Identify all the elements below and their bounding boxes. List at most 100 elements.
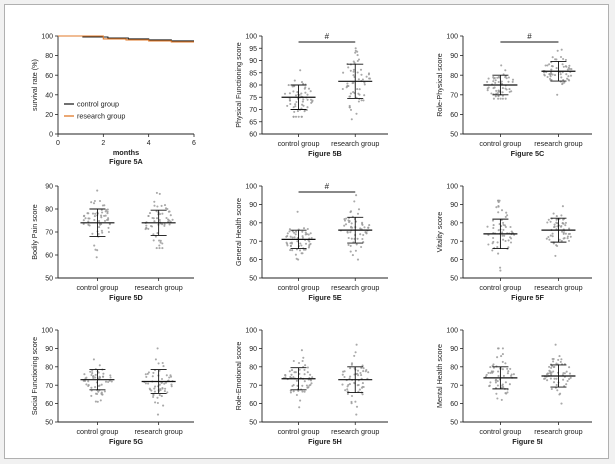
chart-5g-point	[103, 390, 106, 393]
chart-5a-x-tick-label: 6	[192, 140, 196, 147]
chart-5d-point	[100, 229, 103, 232]
chart-5h-point	[306, 371, 309, 374]
chart-5i-point	[548, 365, 551, 368]
chart-5h-point	[301, 384, 304, 387]
chart-5i-point	[512, 373, 515, 376]
chart-5d-point	[151, 216, 154, 220]
chart-5i-point	[502, 386, 505, 389]
chart-5g-ylabel: Social Functioning score	[30, 337, 39, 415]
chart-5h-point	[297, 389, 300, 392]
chart-5g-point	[102, 375, 105, 378]
chart-5i-point	[563, 372, 566, 375]
chart-5f-point	[567, 239, 571, 242]
chart-5b-point	[357, 100, 360, 103]
chart-5h-point	[341, 383, 344, 386]
chart-5e-point	[286, 232, 289, 235]
chart-5i-point	[506, 391, 509, 394]
chart-5i-point	[495, 392, 498, 395]
chart-5b-point	[349, 108, 353, 111]
chart-5i-point	[558, 355, 561, 358]
chart-5e-point	[365, 232, 368, 235]
chart-5f-point	[507, 239, 510, 242]
chart-5c-point	[492, 97, 495, 100]
chart-5g-y-tick-label: 70	[45, 383, 53, 390]
chart-5i-point	[489, 366, 492, 369]
chart-5i-x-tick-label: control group	[479, 427, 521, 436]
chart-5d-point	[93, 199, 96, 203]
chart-5e-point	[290, 242, 293, 245]
chart-5c-point	[501, 87, 504, 90]
chart-5h-y-tick-label: 100	[245, 328, 257, 335]
chart-5d-point	[161, 247, 164, 250]
chart-5a-x-tick-label: 4	[147, 140, 151, 147]
chart-5d-point	[159, 241, 162, 244]
chart-5g-point	[91, 369, 94, 372]
chart-5e-point	[346, 230, 349, 233]
chart-5d-point	[156, 205, 159, 208]
chart-5e-point	[349, 210, 353, 213]
chart-5e-point	[294, 253, 297, 256]
chart-5d-point	[101, 211, 104, 214]
figure-frame	[4, 4, 609, 459]
chart-5h-y-tick-label: 50	[249, 420, 257, 427]
chart-5a-y-tick-label: 80	[45, 53, 53, 60]
chart-5g-y-tick-label: 60	[45, 401, 53, 408]
chart-5a-x-tick-label: 0	[56, 140, 60, 147]
chart-5c-point	[505, 77, 508, 80]
chart-5f-y-tick-label: 100	[446, 184, 458, 191]
chart-5f-point	[497, 205, 500, 208]
chart-5e-point	[345, 217, 348, 220]
chart-5c-point	[543, 74, 546, 77]
chart-5c-point	[548, 73, 551, 76]
chart-5b-point	[294, 103, 297, 106]
chart-5e-point	[356, 258, 360, 261]
chart-5a-legend-label: control group	[77, 100, 119, 109]
chart-5i-point	[548, 369, 551, 372]
chart-5i-point	[549, 372, 552, 375]
chart-5f-point	[560, 224, 563, 228]
chart-5d-point	[98, 219, 101, 223]
chart-5e-x-tick-label: research group	[331, 283, 379, 292]
chart-5f-y-tick-label: 90	[450, 202, 458, 209]
chart-5c-point	[507, 76, 510, 79]
chart-5d-point	[161, 212, 164, 215]
chart-5f-point	[546, 221, 549, 224]
chart-5f-point	[504, 239, 507, 243]
chart-5f-point	[500, 209, 504, 212]
chart-5h-point	[354, 351, 357, 354]
chart-5b-x-tick-label: control group	[278, 139, 320, 148]
chart-5d-point	[98, 199, 102, 203]
chart-5f-point	[495, 206, 498, 209]
chart-5b-y-tick-label: 75	[249, 95, 257, 102]
chart-5b-point	[297, 115, 300, 118]
chart-5b-y-tick-label: 100	[245, 34, 257, 41]
chart-5f-ylabel: Vitality score	[435, 212, 444, 253]
chart-5b-point	[306, 106, 309, 109]
chart-5i-point	[506, 367, 509, 370]
chart-5b-point	[309, 90, 312, 93]
chart-5g-point	[107, 380, 110, 384]
chart-5c-point	[490, 92, 493, 95]
chart-5f-x-tick-label: control group	[479, 283, 521, 292]
chart-5f-y-tick-label: 60	[450, 257, 458, 264]
chart-5b-point	[352, 74, 355, 77]
chart-5d-point	[91, 232, 94, 235]
chart-5d-point	[107, 230, 110, 234]
chart-5i-point	[552, 360, 555, 363]
chart-5c-point	[554, 58, 557, 61]
chart-5h-point	[311, 376, 314, 379]
chart-5g-point	[164, 387, 167, 390]
chart-5g-point	[90, 386, 93, 389]
chart-5g-point	[156, 396, 159, 399]
chart-5b-point	[293, 110, 296, 113]
chart-5b-significance-mark: #	[325, 32, 330, 41]
chart-5b-point	[358, 88, 361, 91]
chart-5c-point	[504, 87, 507, 90]
chart-5i-point	[560, 358, 563, 361]
chart-5g-point	[151, 375, 154, 378]
chart-5c-point	[564, 65, 567, 68]
chart-5d-point	[82, 219, 85, 222]
chart-5c-y-tick-label: 100	[446, 34, 458, 41]
chart-5i-y-tick-label: 60	[450, 401, 458, 408]
chart-5e-point	[359, 233, 362, 236]
